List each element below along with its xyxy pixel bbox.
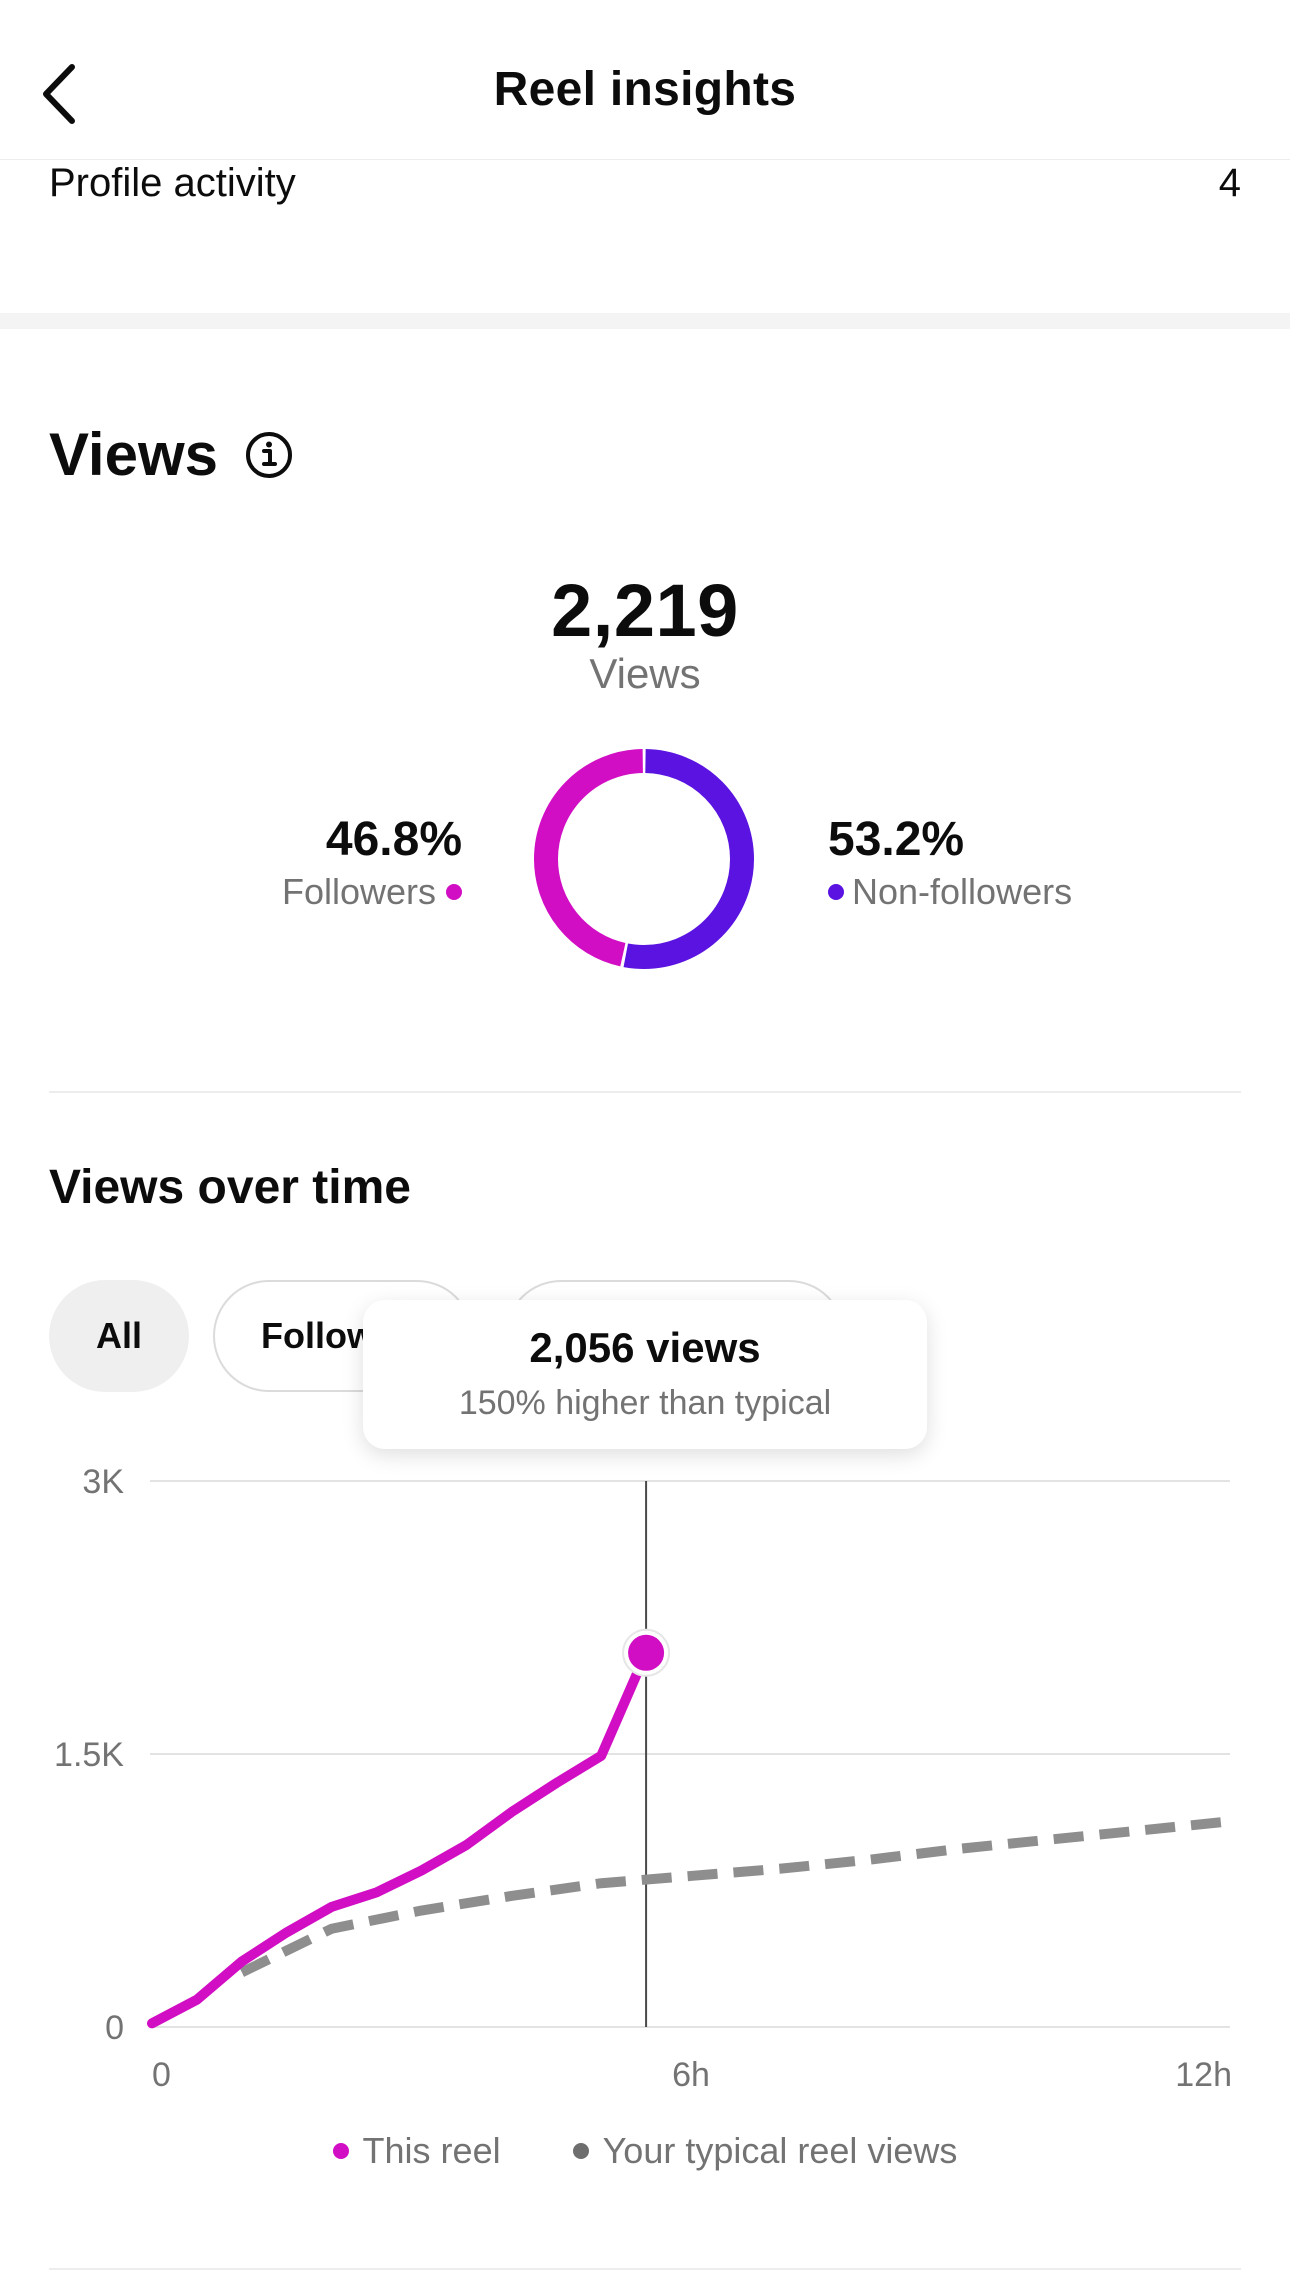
y-tick-label: 1.5K — [54, 1736, 124, 1774]
y-tick-label: 0 — [105, 2009, 124, 2047]
non-followers-dot-icon — [828, 884, 844, 900]
profile-activity-row: Profile activity 4 — [49, 157, 1241, 209]
donut-non-followers-segment — [534, 749, 754, 969]
highlight-point — [628, 1634, 665, 1671]
this-reel-line — [147, 1647, 652, 2029]
x-tick-label: 6h — [672, 2056, 710, 2094]
views-donut-chart — [534, 749, 754, 969]
donut-followers-segment — [534, 749, 754, 969]
non-followers-stat: 53.2% Non-followers — [828, 812, 1072, 913]
tooltip-comparison: 150% higher than typical — [458, 1384, 832, 1422]
profile-activity-label: Profile activity — [49, 160, 296, 205]
legend-this-reel: This reel — [332, 2130, 501, 2172]
bottom-divider — [49, 2268, 1241, 2270]
followers-pct: 46.8% — [325, 813, 462, 866]
non-followers-pct: 53.2% — [828, 813, 965, 866]
legend-typical: Your typical reel views — [572, 2130, 958, 2172]
y-tick-label: 3K — [82, 1463, 124, 1501]
typical-dot-icon — [572, 2143, 589, 2159]
views-heading: Views — [49, 420, 294, 489]
profile-activity-value: 4 — [1218, 160, 1241, 205]
followers-label: Followers — [281, 871, 436, 912]
back-button[interactable] — [28, 56, 88, 132]
filter-all-chip[interactable]: All — [49, 1280, 189, 1392]
section-separator — [0, 313, 1290, 329]
section-divider — [49, 1091, 1241, 1093]
legend-typical-label: Your typical reel views — [602, 2130, 958, 2171]
total-views-label: Views — [589, 650, 701, 697]
typical-views-line — [239, 1816, 1231, 1977]
x-tick-label: 12h — [1175, 2056, 1232, 2094]
followers-stat: 46.8% Followers — [282, 812, 462, 913]
followers-dot-icon — [446, 884, 462, 900]
views-title: Views — [49, 421, 219, 488]
x-tick-label: 0 — [152, 2056, 171, 2094]
page-title: Reel insights — [493, 63, 797, 116]
chart-legend: This reel Your typical reel views — [0, 2130, 1290, 2172]
highlight-point-ring — [622, 1628, 671, 1677]
non-followers-label: Non-followers — [852, 871, 1073, 912]
total-views-number: 2,219 — [551, 569, 739, 652]
tooltip-views: 2,056 views — [529, 1324, 761, 1371]
top-bar: Reel insights — [0, 0, 1290, 160]
chart-tooltip: 2,056 views 150% higher than typical — [363, 1300, 927, 1449]
legend-this-reel-label: This reel — [362, 2130, 501, 2171]
views-over-time-title: Views over time — [49, 1161, 411, 1214]
chevron-left-icon — [43, 64, 75, 124]
info-icon[interactable] — [244, 430, 294, 480]
this-reel-dot-icon — [332, 2143, 349, 2159]
